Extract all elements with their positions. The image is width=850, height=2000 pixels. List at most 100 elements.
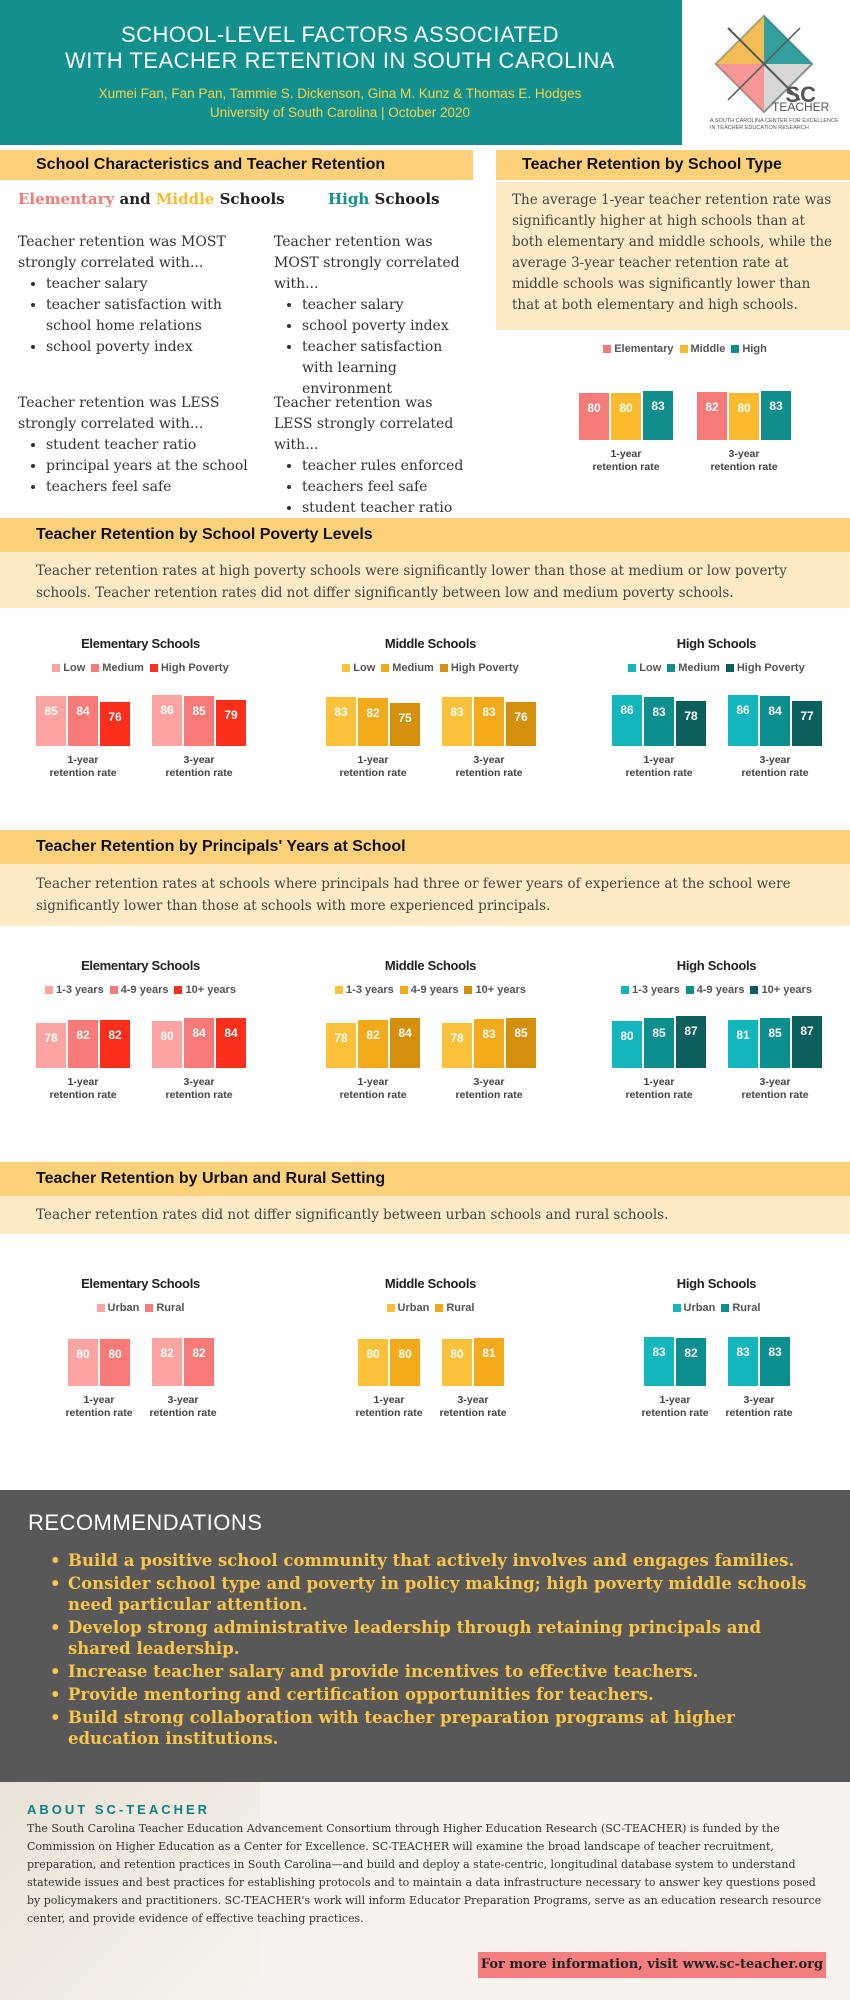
legend-label: Low: [63, 662, 86, 674]
bar: [612, 695, 642, 746]
legend-item: 1-3 years: [621, 984, 680, 996]
chart-legend: Elementary Middle High: [545, 343, 825, 355]
list-item: teachers feel safe: [302, 477, 474, 498]
bar-value-label: 85: [192, 704, 206, 718]
list-item: teachers feel safe: [46, 477, 263, 498]
bar: [676, 701, 706, 746]
bar: [390, 1339, 420, 1386]
schools-word: Schools: [214, 190, 285, 208]
about-panel: ABOUT SC-TEACHER The South Carolina Teac…: [0, 1782, 850, 2000]
legend-label: 4-9 years: [410, 984, 459, 996]
bar-value-label: 87: [684, 1024, 698, 1038]
legend-label: Middle: [690, 343, 726, 355]
legend-swatch: [672, 1304, 681, 1312]
bar: [644, 697, 674, 746]
bar-value-label: 85: [514, 1026, 528, 1040]
legend-swatch: [725, 664, 734, 672]
list-item: student teacher ratio: [302, 498, 474, 519]
bar: [760, 1018, 790, 1068]
chart-urban-elementary: Elementary Schools Urban Rural 80 80 1-year r…: [28, 1268, 253, 1458]
legend-label: Medium: [678, 662, 720, 674]
legend-swatch: [174, 986, 183, 994]
list-item: school poverty index: [46, 337, 263, 358]
chart-legend: 1-3 years 4-9 years 10+ years: [318, 984, 543, 996]
bar: [697, 392, 727, 440]
legend-label: Urban: [107, 1302, 140, 1314]
elem-middle-heading: Elementary and Middle Schools: [18, 190, 285, 208]
legend-label: High: [742, 343, 767, 355]
legend-label: Urban: [397, 1302, 430, 1314]
legend-label: High Poverty: [736, 662, 805, 674]
recommendations-list: Build a positive school community that a…: [50, 1550, 820, 1751]
background-photo: [0, 1782, 260, 2000]
legend-swatch: [149, 664, 158, 672]
more-info-link[interactable]: For more information, visit www.sc-teach…: [478, 1952, 826, 1978]
bar: [326, 697, 356, 746]
legend-swatch: [399, 986, 408, 994]
bar-value-label: 83: [768, 1345, 782, 1359]
bar-value-label: 81: [482, 1346, 496, 1360]
bar-value-label: 84: [224, 1026, 238, 1040]
legend-label: Rural: [446, 1302, 475, 1314]
bar: [506, 1018, 536, 1068]
bar-value-label: 78: [44, 1031, 58, 1045]
characteristics-heading: School Characteristics and Teacher Reten…: [0, 150, 473, 180]
bar-value-label: 85: [768, 1026, 782, 1040]
legend-item: 4-9 years: [109, 984, 168, 996]
legend-swatch: [621, 986, 630, 994]
legend-label: 1-3 years: [56, 984, 104, 996]
logo-sc: SC: [785, 82, 816, 107]
bar: [643, 391, 673, 440]
chart-legend: 1-3 years 4-9 years 10+ years: [604, 984, 829, 996]
legend-swatch: [439, 664, 448, 672]
legend-swatch: [603, 345, 612, 353]
legend-label: Medium: [102, 662, 144, 674]
bar: [761, 391, 791, 440]
legend-item: Low: [628, 662, 661, 674]
bar: [36, 696, 66, 746]
high-less: Teacher retention was LESS strongly corr…: [274, 393, 474, 519]
list-item: teacher satisfaction with school home re…: [46, 295, 263, 337]
logo-wordmark: SC TEACHER: [772, 82, 829, 114]
legend-label: 1-3 years: [346, 984, 394, 996]
legend-item: 10+ years: [174, 984, 236, 996]
legend-swatch: [679, 345, 688, 353]
bar: [676, 1338, 706, 1386]
bar-value-label: 76: [108, 710, 122, 724]
category-label: 3-year retention rate: [741, 1076, 809, 1101]
legend-swatch: [342, 664, 351, 672]
legend-label: 10+ years: [185, 984, 236, 996]
legend-label: Low: [353, 662, 376, 674]
poverty-heading: Teacher Retention by School Poverty Leve…: [0, 518, 850, 552]
chart-poverty-middle: Middle Schools Low Medium High Poverty 83 82 7…: [318, 628, 543, 818]
bar: [68, 1339, 98, 1386]
legend-swatch: [91, 664, 100, 672]
bar-value-label: 82: [192, 1346, 206, 1360]
bar: [36, 1023, 66, 1068]
legend-label: Urban: [683, 1302, 716, 1314]
bar: [184, 1338, 214, 1386]
bar: [358, 1020, 388, 1068]
category-label: 1-year retention rate: [592, 448, 660, 473]
bar: [644, 1018, 674, 1068]
chart-poverty-high: High Schools Low Medium High Poverty 86 83 78 1…: [604, 628, 829, 818]
legend-item: Medium: [381, 662, 434, 674]
category-label: 3-year retention rate: [710, 448, 778, 473]
category-label: 3-year retention rate: [455, 754, 523, 779]
bar-value-label: 80: [587, 401, 601, 415]
legend-item: 10+ years: [464, 984, 526, 996]
elem-middle-most: Teacher retention was MOST strongly corr…: [18, 232, 263, 358]
affiliation: University of South Carolina | October 2…: [209, 105, 471, 120]
chart-title: Middle Schools: [384, 1276, 477, 1291]
legend-item: 1-3 years: [45, 984, 104, 996]
bar-value-label: 83: [736, 1345, 750, 1359]
bar-value-label: 75: [398, 711, 412, 725]
page-title: SCHOOL-LEVEL FACTORS ASSOCIATED WITH TEA…: [64, 22, 616, 73]
category-label: 1-year retention rate: [355, 1394, 423, 1419]
chart-principal-middle: Middle Schools 1-3 years 4-9 years 10+ year…: [318, 950, 543, 1140]
legend-label: Low: [639, 662, 662, 674]
legend-swatch: [721, 1304, 730, 1312]
bar: [442, 697, 472, 746]
logo-tagline: A SOUTH CAROLINA CENTER FOR EXCELLENCE I…: [710, 118, 839, 131]
school-type-text: The average 1-year teacher retention rat…: [496, 182, 850, 330]
